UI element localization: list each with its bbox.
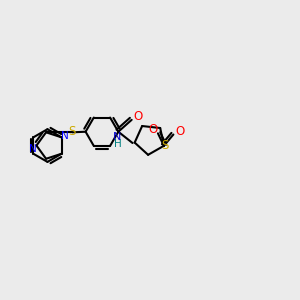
- Text: O: O: [134, 110, 143, 123]
- Text: S: S: [68, 125, 76, 138]
- Text: N: N: [61, 131, 69, 141]
- Text: N: N: [113, 132, 122, 142]
- Text: N: N: [29, 143, 37, 154]
- Text: O: O: [175, 125, 184, 138]
- Text: O: O: [148, 123, 157, 136]
- Text: H: H: [113, 139, 121, 149]
- Text: S: S: [161, 139, 169, 152]
